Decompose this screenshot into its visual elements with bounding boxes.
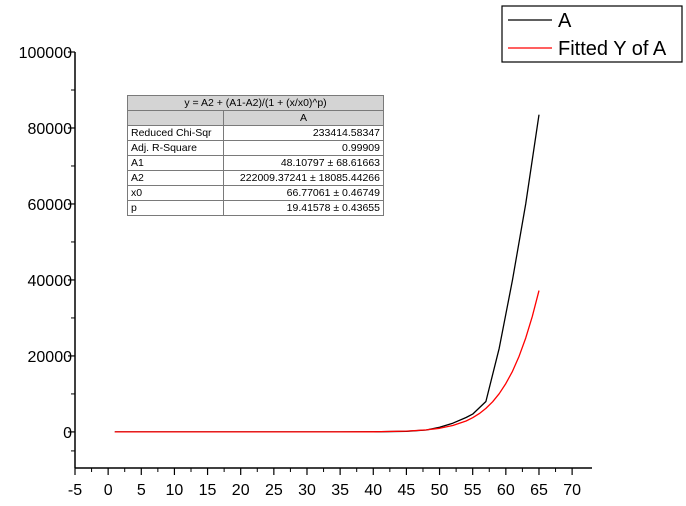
x-tick-label: -5	[68, 482, 82, 499]
y-tick-label: 80000	[28, 121, 73, 138]
x-tick-label: 45	[398, 482, 416, 499]
x-tick-label: 50	[431, 482, 449, 499]
row-value: 19.41578 ± 0.43655	[223, 200, 384, 216]
table-row: A1 48.10797 ± 68.61663	[127, 155, 384, 171]
legend-label: Fitted Y of A	[558, 38, 667, 60]
series-line-fitted-a	[114, 290, 540, 433]
fit-parameters-table: y = A2 + (A1-A2)/(1 + (x/x0)^p) A Reduce…	[127, 95, 384, 216]
x-tick-label: 20	[232, 482, 250, 499]
row-value: 66.77061 ± 0.46749	[223, 185, 384, 201]
table-row: p 19.41578 ± 0.43655	[127, 200, 384, 216]
row-value: 48.10797 ± 68.61663	[223, 155, 384, 171]
x-tick-label: 25	[265, 482, 283, 499]
y-tick-label: 0	[63, 425, 72, 442]
x-tick-label: 60	[497, 482, 515, 499]
column-header: A	[223, 110, 384, 126]
x-tick-label: 5	[137, 482, 146, 499]
x-tick-label: 10	[166, 482, 184, 499]
row-label: Adj. R-Square	[127, 140, 224, 156]
axes: -5 0 5 10 15 20 25 30 35 40 45 50 55 60 65 70 0 20000 4000…	[19, 45, 592, 499]
x-tick-label: 65	[530, 482, 548, 499]
row-value: 233414.58347	[223, 125, 384, 141]
x-tick-label: 30	[298, 482, 316, 499]
header-blank-cell	[127, 110, 224, 126]
y-tick-label: 40000	[28, 273, 73, 290]
row-label: A2	[127, 170, 224, 186]
y-tick-label: 60000	[28, 197, 73, 214]
table-row: Reduced Chi-Sqr 233414.58347	[127, 125, 384, 141]
row-label: p	[127, 200, 224, 216]
row-label: A1	[127, 155, 224, 171]
x-tick-label: 70	[563, 482, 581, 499]
row-label: x0	[127, 185, 224, 201]
y-tick-label: 20000	[28, 349, 73, 366]
legend-box	[501, 5, 683, 63]
x-tick-label: 35	[331, 482, 349, 499]
row-value: 222009.37241 ± 18085.44266	[223, 170, 384, 186]
row-value: 0.99909	[223, 140, 384, 156]
legend: A Fitted Y of A	[501, 5, 683, 63]
row-label: Reduced Chi-Sqr	[127, 125, 224, 141]
y-tick-label: 100000	[19, 45, 72, 62]
series-layer	[114, 114, 540, 433]
x-tick-label: 55	[464, 482, 482, 499]
x-tick-label: 15	[199, 482, 217, 499]
x-tick-label: 40	[364, 482, 382, 499]
x-tick-label: 0	[104, 482, 113, 499]
table-row: x0 66.77061 ± 0.46749	[127, 185, 384, 201]
table-row: Adj. R-Square 0.99909	[127, 140, 384, 156]
fit-equation: y = A2 + (A1-A2)/(1 + (x/x0)^p)	[127, 95, 384, 111]
table-row: A2 222009.37241 ± 18085.44266	[127, 170, 384, 186]
legend-label: A	[558, 10, 572, 32]
